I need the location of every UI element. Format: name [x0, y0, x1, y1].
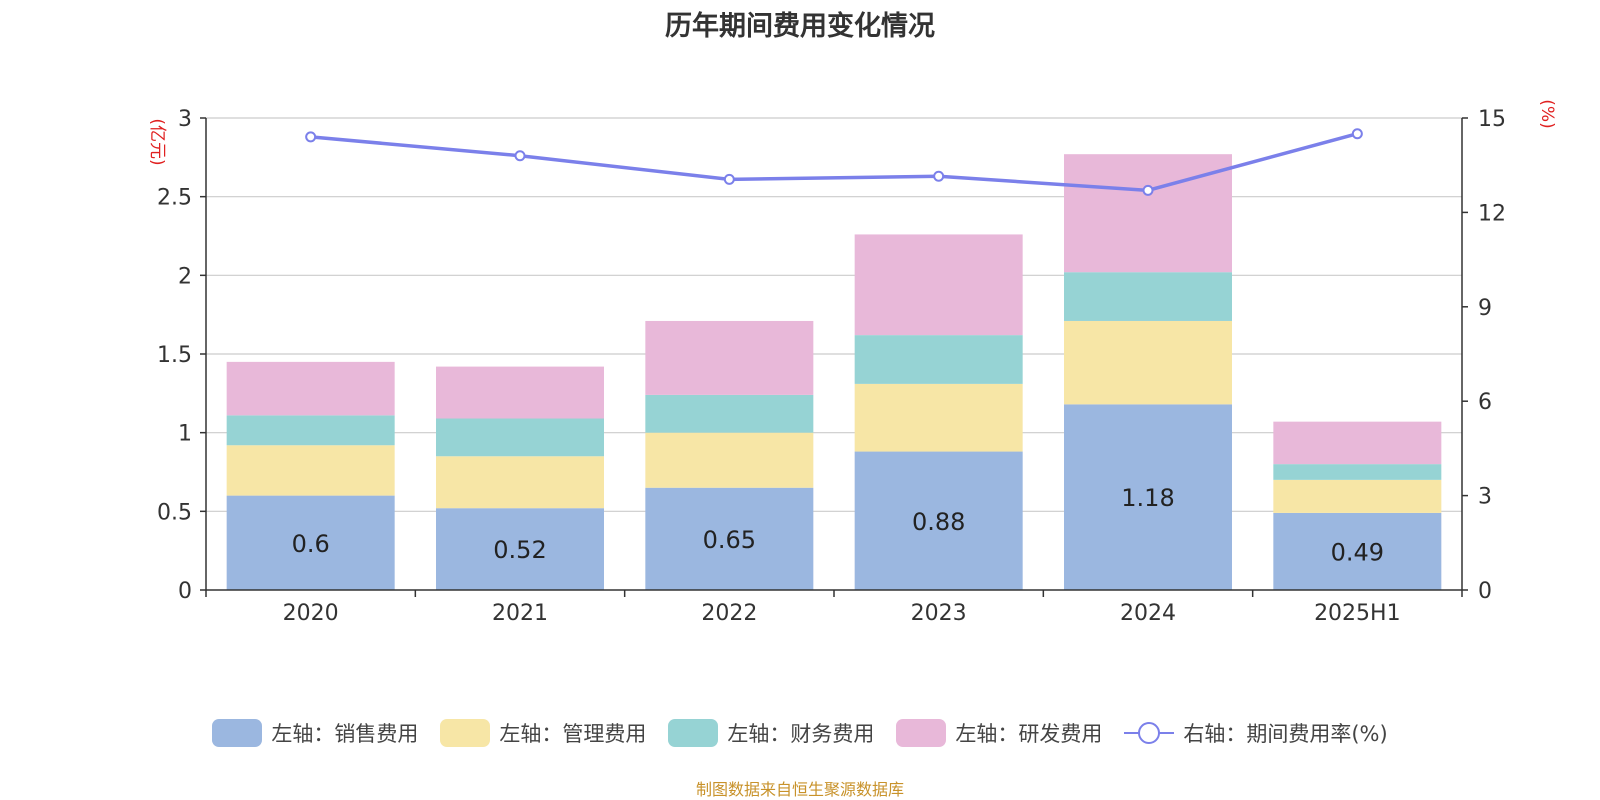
bar-2021-s0: [436, 508, 604, 590]
bar-2020-s0: [226, 495, 395, 590]
bar-2023-s3: [854, 234, 1023, 336]
legend-label-rate: 右轴：期间费用率(%): [1183, 722, 1388, 746]
legend-item-rd[interactable]: 左轴：研发费用: [896, 718, 1102, 748]
legend-item-sales[interactable]: 左轴：销售费用: [212, 718, 418, 748]
bar-2020-s2: [226, 415, 395, 446]
x-tick-label: 2022: [701, 601, 757, 626]
bar-2022-s0: [645, 487, 814, 590]
bar-2024-s1: [1064, 320, 1232, 405]
right-tick-label: 9: [1478, 296, 1492, 321]
gridlines: [206, 117, 1462, 512]
right-tick-label: 3: [1478, 485, 1492, 510]
left-tick-label: 0: [178, 579, 192, 604]
legend-item-finance[interactable]: 左轴：财务费用: [668, 718, 874, 748]
rate-point-2020: [305, 131, 317, 143]
bar-2024-s0: [1064, 404, 1232, 590]
legend-swatch-admin: [440, 719, 491, 747]
rate-point-2023: [933, 170, 945, 182]
bar-2024-s2: [1064, 272, 1232, 321]
bar-2021-s2: [436, 418, 604, 457]
data-label: 0.88: [912, 508, 965, 536]
bar-2025H1-s1: [1273, 479, 1442, 513]
right-tick-label: 15: [1478, 107, 1506, 132]
data-label: 0.6: [292, 530, 330, 558]
bar-2025H1-s3: [1273, 421, 1442, 465]
bar-2024-s3: [1064, 154, 1232, 273]
bar-2020-s3: [226, 361, 395, 416]
bar-2020-s1: [226, 445, 395, 496]
bar-2022-s3: [645, 320, 814, 395]
left-tick-label: 0.5: [157, 500, 192, 525]
data-label: 0.49: [1331, 538, 1384, 566]
right-tick-label: 6: [1478, 390, 1492, 415]
left-tick-label: 1: [178, 422, 192, 447]
bar-2023-s2: [854, 335, 1023, 384]
bar-2025H1-s2: [1273, 464, 1442, 480]
legend-label-admin: 左轴：管理费用: [499, 722, 647, 746]
right-tick-label: 12: [1478, 201, 1506, 226]
left-tick-label: 2.5: [157, 186, 192, 211]
legend-swatch-finance: [668, 719, 719, 747]
right-axis-unit: (%): [1537, 99, 1557, 128]
x-tick-label: 2024: [1120, 601, 1176, 626]
left-tick-label: 3: [178, 107, 192, 132]
right-tick-label: 0: [1478, 579, 1492, 604]
rate-line-path: [310, 132, 1358, 193]
bar-2023-s0: [854, 451, 1023, 590]
bar-2021-s3: [436, 366, 604, 419]
left-axis-unit: (亿元): [147, 118, 167, 165]
chart-title: 历年期间费用变化情况: [665, 11, 935, 42]
source-note: 制图数据来自恒生聚源数据库: [695, 780, 904, 799]
legend-label-finance: 左轴：财务费用: [727, 722, 875, 746]
rate-line: [305, 128, 1363, 196]
stacked-bars: [226, 154, 1442, 590]
left-tick-label: 1.5: [157, 343, 192, 368]
data-label: 0.65: [703, 526, 756, 554]
legend-item-rate[interactable]: 右轴：期间费用率(%): [1124, 718, 1388, 748]
legend-label-rd: 左轴：研发费用: [955, 722, 1103, 746]
x-tick-label: 2020: [283, 601, 339, 626]
data-label: 1.18: [1121, 484, 1174, 512]
rate-point-2025H1: [1351, 128, 1363, 140]
x-tick-label: 2023: [911, 601, 967, 626]
bar-2022-s1: [645, 432, 814, 488]
x-tick-label: 2021: [492, 601, 548, 626]
legend-swatch-rd: [896, 719, 947, 747]
legend-item-admin[interactable]: 左轴：管理费用: [440, 718, 646, 748]
bar-2025H1-s0: [1273, 512, 1442, 590]
x-tick-label: 2025H1: [1314, 601, 1401, 626]
legend-swatch-rate: [1124, 719, 1175, 747]
rate-point-2021: [514, 150, 526, 162]
bar-labels: 0.6 0.52 0.65 0.88 1.18 0.49: [292, 484, 1384, 566]
legend: 左轴：销售费用 左轴：管理费用 左轴：财务费用 左轴：研发费用 右轴：期间费用率…: [0, 718, 1600, 748]
rate-point-2022: [723, 173, 735, 185]
legend-swatch-sales: [212, 719, 263, 747]
left-tick-label: 2: [178, 264, 192, 289]
data-label: 0.52: [493, 536, 546, 564]
legend-label-sales: 左轴：销售费用: [271, 722, 419, 746]
bar-2022-s2: [645, 394, 814, 433]
axes: 0 0.5 1 1.5 2 2.5 3 0 3 6 9 12 15 (亿元) (%) 2020 2021 2022…: [147, 99, 1557, 626]
bar-2023-s1: [854, 383, 1023, 452]
bar-2021-s1: [436, 456, 604, 509]
rate-point-2024: [1142, 184, 1154, 196]
